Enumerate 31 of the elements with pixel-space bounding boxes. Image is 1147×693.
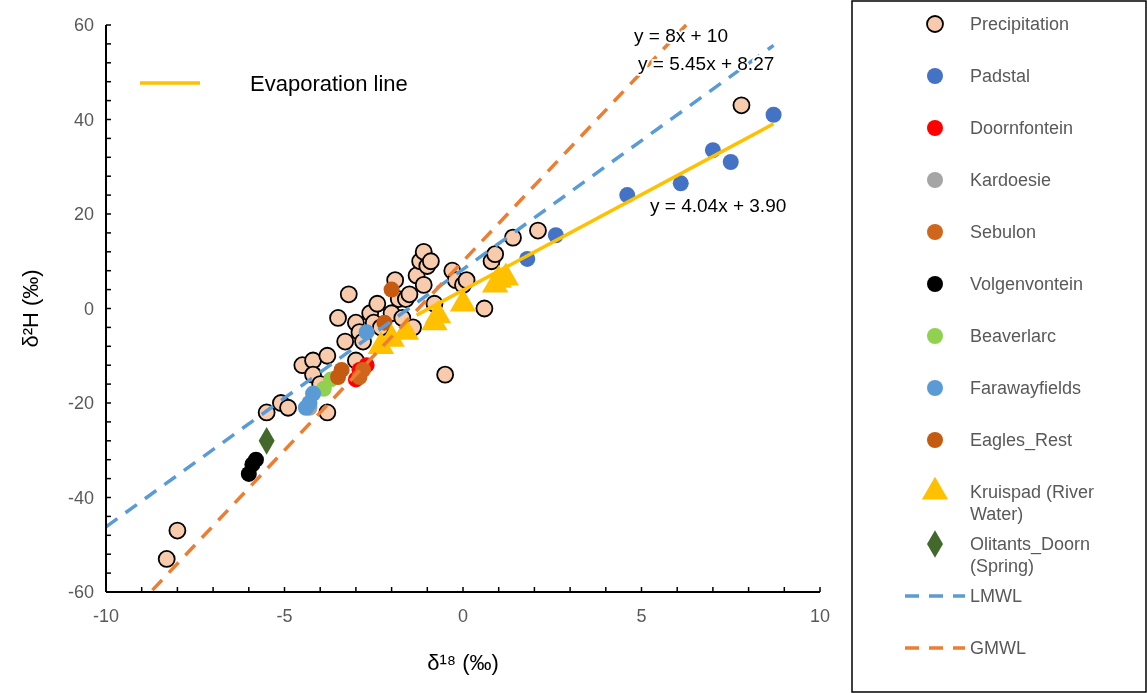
legend-label: Padstal: [970, 66, 1031, 86]
y-tick-label: -40: [67, 487, 94, 508]
legend-label: Eagles_Rest: [970, 430, 1073, 451]
legend-label: Volgenvontein: [970, 274, 1084, 294]
x-tick-label: 0: [457, 606, 469, 626]
legend-label: Beaverlarc: [970, 326, 1057, 346]
legend-label: LMWL: [970, 586, 1023, 606]
y-tick-label: -60: [67, 582, 94, 602]
y-tick-label: 40: [73, 109, 94, 130]
x-axis-title: δ¹⁸ (‰): [427, 650, 499, 675]
legend-label: Farawayfields: [970, 378, 1082, 398]
legend-label: Doornfontein: [970, 118, 1074, 138]
x-tick-label: -10: [92, 606, 120, 626]
y-tick-label: 20: [73, 204, 94, 224]
legend-label: GMWL: [970, 638, 1026, 658]
annotation: y = 8x + 10: [634, 25, 729, 46]
annotation: y = 4.04x + 3.90: [650, 195, 787, 216]
x-tick-label: -5: [276, 606, 293, 626]
y-tick-label: -20: [67, 393, 94, 413]
y-tick-label: 0: [83, 298, 94, 319]
x-tick-label: 5: [636, 606, 647, 626]
legend-label: Olitants_Doorn (Spring): [970, 534, 1091, 576]
legend-label: Kardoesie: [970, 170, 1052, 190]
legend-label: Kruispad (River Water): [970, 482, 1095, 524]
annotation: y = 5.45x + 8.27: [638, 53, 775, 74]
x-tick-label: 10: [809, 606, 831, 626]
y-axis-title: δ²H (‰): [18, 269, 43, 348]
y-tick-label: 60: [73, 15, 94, 35]
legend-label: Sebulon: [970, 222, 1037, 242]
legend-label: Evaporation line: [250, 71, 408, 96]
legend-label: Precipitation: [970, 14, 1070, 34]
